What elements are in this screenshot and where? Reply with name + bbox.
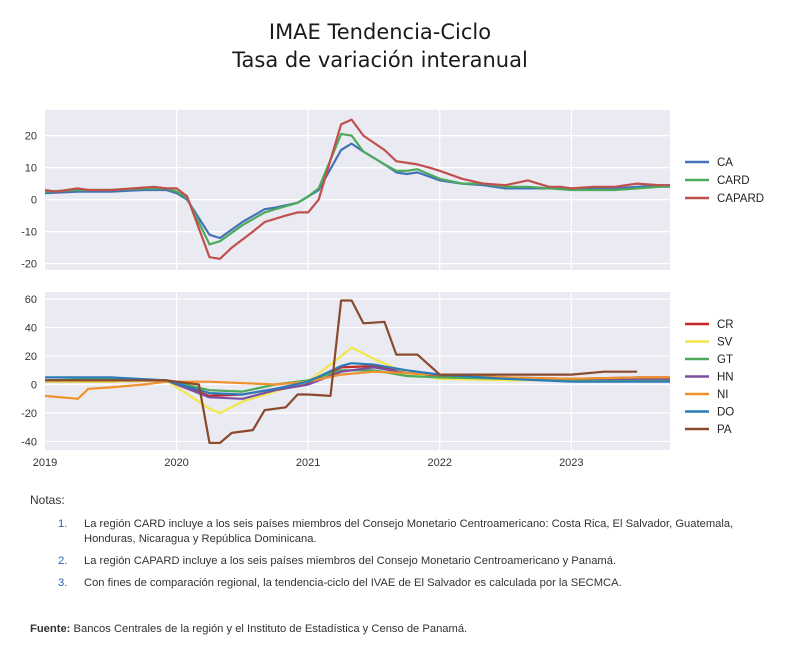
note-text: La región CAPARD incluye a los seis país… [84,555,617,567]
series-line-do [45,362,670,396]
bottom-chart-panel: -40 -20 0 20 40 60 2019 2020 2021 2022 2023 CR SV GT H… [21,292,734,469]
y-tick-label: -20 [21,408,37,420]
y-tick-label: 0 [31,195,37,207]
series-line-capard [44,118,670,260]
x-tick-label: 2019 [33,457,57,469]
charts-svg: -20 -10 0 10 20 CA CARD CAPARD -40 -20 0 20 40 60 201… [21,110,764,469]
y-tick-label: -10 [21,227,37,239]
series-line-pa [45,299,638,444]
note-item: 3. Con fines de comparación regional, la… [58,576,780,591]
x-tick-label: 2021 [296,457,320,469]
top-chart-panel: -20 -10 0 10 20 CA CARD CAPARD [21,110,764,271]
y-tick-label: 20 [25,351,37,363]
legend-label: CAPARD [717,193,764,205]
y-tick-label: -40 [21,436,37,448]
legend-label: DO [717,407,734,419]
y-tick-label: 20 [25,131,37,143]
chart-title-line-1: IMAE Tendencia-Ciclo [268,20,492,44]
note-text: La región CARD incluye a los seis países… [84,518,734,545]
legend-label: PA [717,424,732,436]
legend-label: CR [717,319,734,331]
x-tick-label: 2022 [427,457,451,469]
legend-label: GT [717,354,733,366]
series-line-ni [44,370,670,400]
y-tick-label: 10 [25,163,37,175]
series-line-card [44,132,670,246]
chart-title-line-2: Tasa de variación interanual [232,48,528,72]
notes-heading: Notas: [30,493,65,507]
legend-label: HN [717,372,734,384]
note-number: 3. [58,577,68,589]
chart-title: IMAE Tendencia-Ciclo Tasa de variación i… [0,18,760,74]
source-text: Bancos Centrales de la región y el Insti… [73,623,468,635]
note-item: 1. La región CARD incluye a los seis paí… [58,517,780,547]
note-number: 1. [58,518,68,530]
legend-label: SV [717,337,733,349]
x-tick-label: 2020 [164,457,188,469]
x-tick-label: 2023 [559,457,583,469]
legend-label: NI [717,389,729,401]
y-tick-label: -20 [21,259,37,271]
note-number: 2. [58,555,68,567]
note-text: Con fines de comparación regional, la te… [84,577,622,589]
note-item: 2. La región CAPARD incluye a los seis p… [58,554,780,569]
notes-section: Notas: 1. La región CARD incluye a los s… [30,493,780,598]
legend-label: CARD [717,175,750,187]
source-label: Fuente: [30,623,71,635]
legend-label: CA [717,157,733,169]
y-tick-label: 40 [25,323,37,335]
source-line: Fuente: Bancos Centrales de la región y … [30,623,467,635]
y-tick-label: 0 [31,380,37,392]
y-tick-label: 60 [25,294,37,306]
